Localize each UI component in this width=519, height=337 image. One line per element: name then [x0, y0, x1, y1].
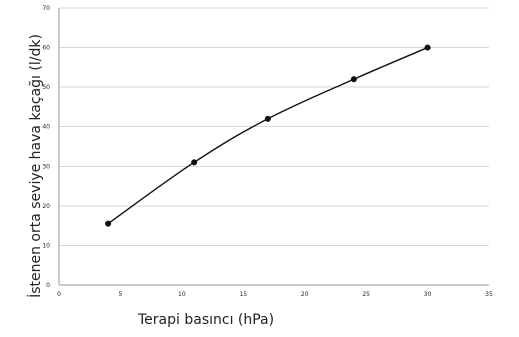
series-line — [107, 46, 428, 225]
axes — [58, 8, 489, 286]
y-tick-label: 20 — [42, 203, 50, 210]
data-point — [191, 159, 198, 166]
x-tick-label: 25 — [362, 291, 370, 298]
y-tick-label: 40 — [42, 124, 50, 131]
y-tick-label: 60 — [42, 45, 50, 52]
y-tick-label: 50 — [42, 84, 50, 91]
data-points — [105, 44, 431, 227]
data-point — [350, 76, 357, 83]
x-tick-label: 20 — [301, 291, 309, 298]
x-tick-label: 35 — [485, 291, 493, 298]
x-tick-label: 0 — [57, 291, 61, 298]
y-tick-label: 10 — [42, 242, 50, 249]
data-point — [264, 115, 271, 122]
x-tick-label: 5 — [119, 291, 123, 298]
grid-lines — [59, 7, 489, 246]
x-tick-label: 30 — [424, 291, 432, 298]
y-axis-title: İstenen orta seviye hava kaçağı (l/dk) — [26, 34, 44, 298]
x-tick-label: 10 — [178, 291, 186, 298]
data-series — [107, 46, 428, 225]
x-axis-title: Terapi basıncı (hPa) — [137, 312, 274, 328]
y-tick-label: 70 — [42, 5, 50, 12]
y-tick-label: 30 — [42, 163, 50, 170]
y-tick-label: 0 — [46, 282, 50, 289]
data-point — [424, 44, 431, 51]
tick-labels: 0 10 20 30 40 50 60 70 0 5 10 15 20 25 30 35 — [42, 5, 493, 298]
x-tick-label: 15 — [239, 291, 247, 298]
data-point — [105, 220, 112, 227]
